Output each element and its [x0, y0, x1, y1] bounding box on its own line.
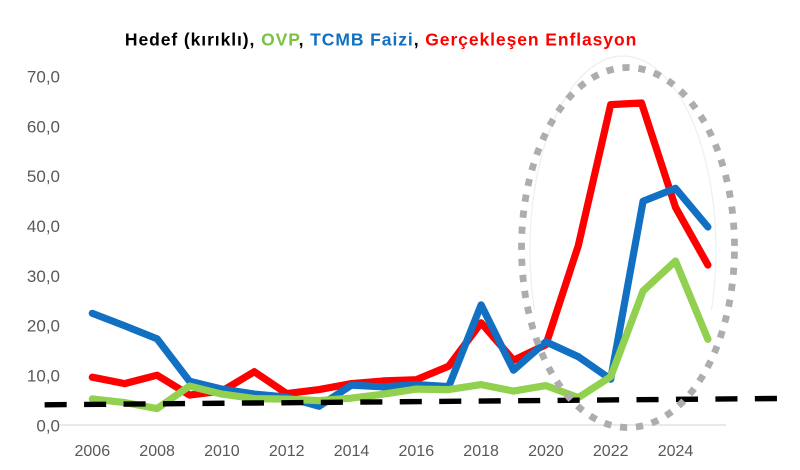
- svg-text:2016: 2016: [399, 443, 435, 460]
- svg-text:2010: 2010: [204, 443, 240, 460]
- svg-text:0,0: 0,0: [36, 416, 60, 435]
- svg-text:50,0: 50,0: [27, 167, 60, 186]
- svg-text:2012: 2012: [269, 443, 305, 460]
- svg-text:2022: 2022: [593, 443, 629, 460]
- svg-text:10,0: 10,0: [27, 367, 60, 386]
- svg-text:2008: 2008: [139, 443, 175, 460]
- svg-text:2024: 2024: [658, 443, 694, 460]
- svg-text:60,0: 60,0: [27, 117, 60, 136]
- svg-text:2018: 2018: [463, 443, 499, 460]
- svg-text:2020: 2020: [528, 443, 564, 460]
- svg-text:40,0: 40,0: [27, 217, 60, 236]
- svg-text:20,0: 20,0: [27, 317, 60, 336]
- svg-text:Hedef (kırıklı), OVP, TCMB Fai: Hedef (kırıklı), OVP, TCMB Faizi, Gerçek…: [125, 29, 637, 49]
- svg-text:30,0: 30,0: [27, 267, 60, 286]
- svg-text:2006: 2006: [75, 443, 111, 460]
- svg-text:70,0: 70,0: [27, 68, 60, 87]
- svg-text:2014: 2014: [334, 443, 370, 460]
